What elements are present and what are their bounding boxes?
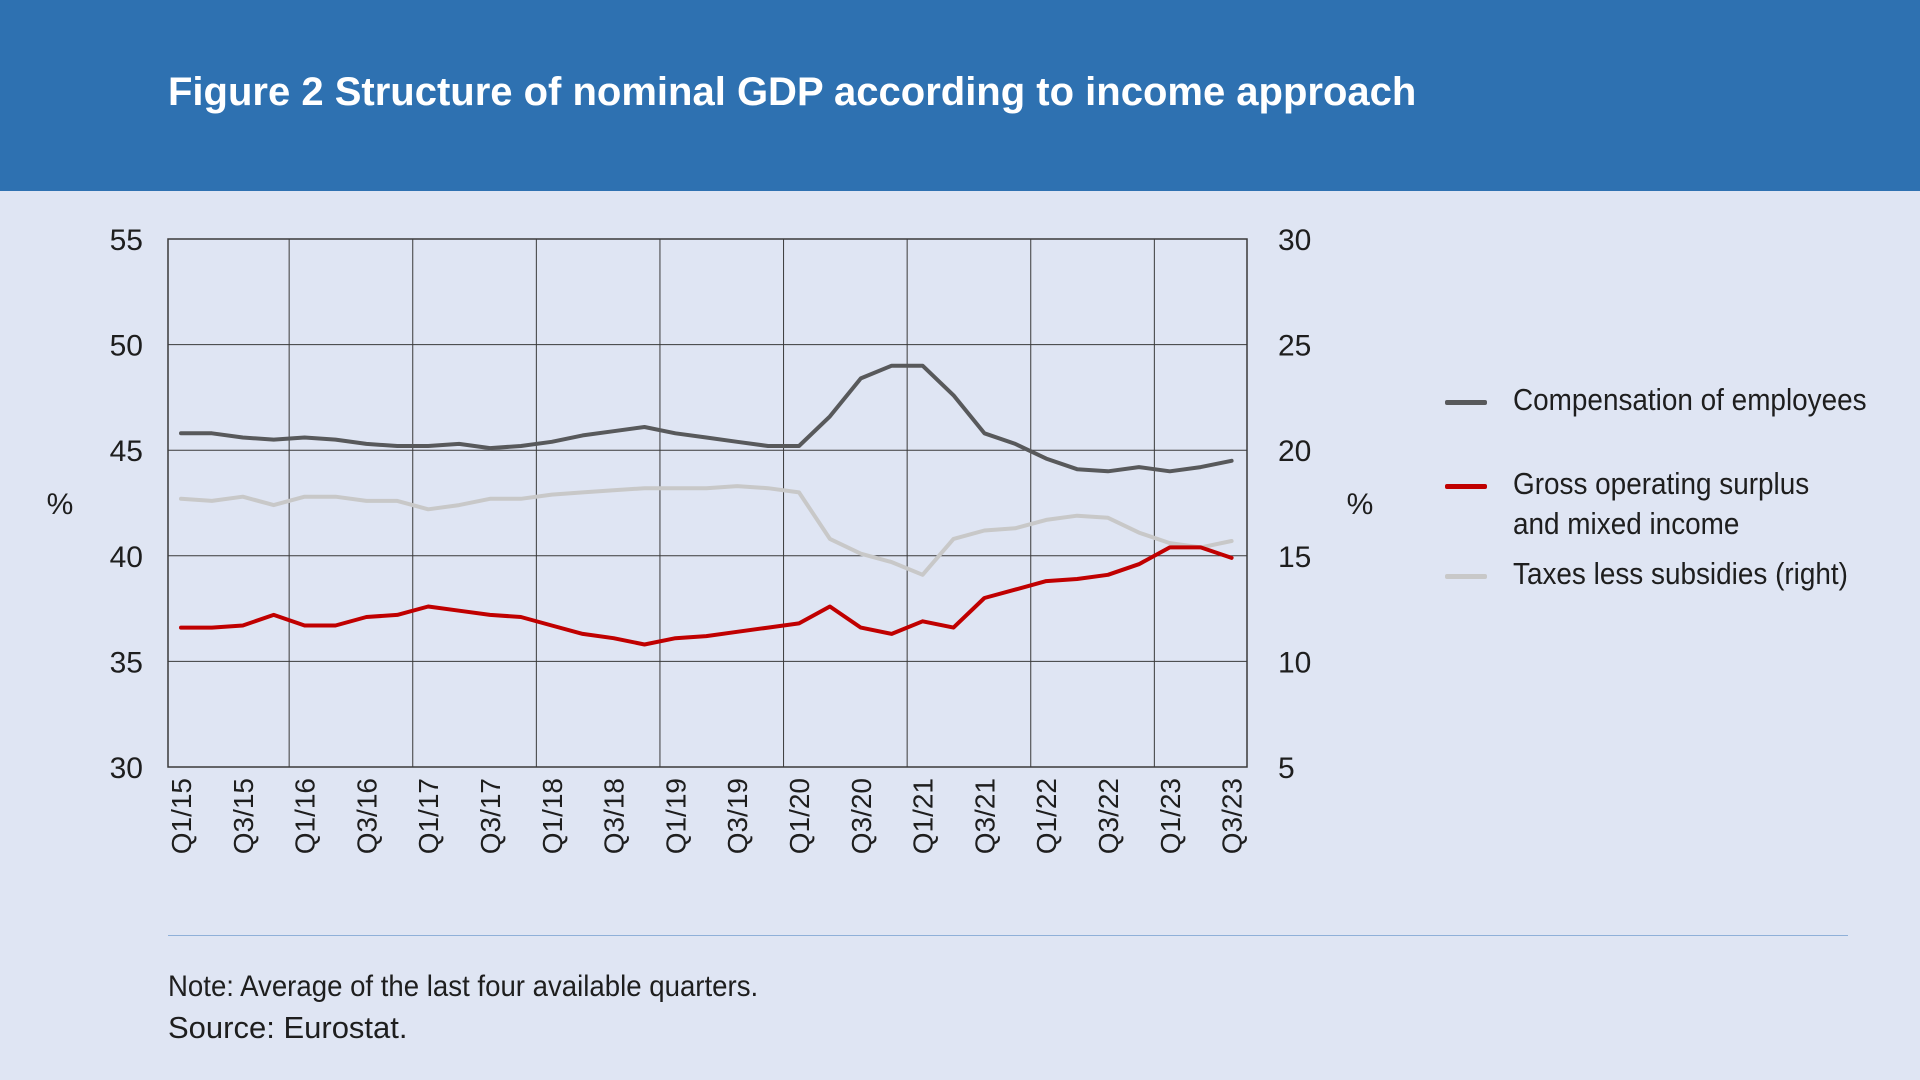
x-tick-label: Q3/17 xyxy=(475,778,506,854)
y-tick-label-left: 45 xyxy=(110,435,143,468)
y-axis-label-left: % xyxy=(47,488,74,521)
x-tick-label: Q1/21 xyxy=(908,778,939,854)
x-tick-label: Q3/22 xyxy=(1093,778,1124,854)
y-tick-label-left: 40 xyxy=(110,541,143,574)
x-tick-label: Q1/22 xyxy=(1031,778,1062,854)
x-tick-label: Q3/16 xyxy=(351,778,382,854)
x-tick-label: Q1/23 xyxy=(1155,778,1186,854)
y-tick-label-left: 30 xyxy=(110,752,143,785)
footer-divider xyxy=(168,935,1848,936)
x-tick-label: Q1/20 xyxy=(784,778,815,854)
footer-note: Note: Average of the last four available… xyxy=(168,970,759,1003)
x-tick-label: Q1/19 xyxy=(660,778,691,854)
x-tick-label: Q1/15 xyxy=(166,778,197,854)
plot-frame xyxy=(167,238,1248,768)
legend-label-gross-operating-surplus-line1: Gross operating surplus xyxy=(1513,466,1810,501)
x-tick-label: Q3/19 xyxy=(722,778,753,854)
x-tick-label: Q3/18 xyxy=(599,778,630,854)
x-tick-label: Q3/15 xyxy=(228,778,259,854)
series-line-gross-operating-surplus-and-mixed-income xyxy=(179,545,1234,647)
y-tick-label-right: 20 xyxy=(1278,435,1311,468)
series-line-compensation-of-employees xyxy=(179,363,1234,474)
legend-label-taxes: Taxes less subsidies (right) xyxy=(1513,556,1848,591)
y-tick-label-right: 25 xyxy=(1278,330,1311,363)
plot-area xyxy=(168,239,1247,767)
y-tick-label-right: 30 xyxy=(1278,224,1311,257)
chart-title: Figure 2 Structure of nominal GDP accord… xyxy=(168,70,1417,114)
y-tick-label-left: 55 xyxy=(110,224,143,257)
legend-label-gross-operating-surplus-line2: and mixed income xyxy=(1513,506,1740,541)
legend-label-compensation: Compensation of employees xyxy=(1513,382,1867,417)
legend-swatch-compensation xyxy=(1445,400,1487,405)
x-tick-label: Q1/18 xyxy=(537,778,568,854)
y-tick-label-right: 15 xyxy=(1278,541,1311,574)
y-tick-label-right: 10 xyxy=(1278,646,1311,679)
legend-swatch-taxes xyxy=(1445,574,1487,579)
header-banner: Figure 2 Structure of nominal GDP accord… xyxy=(0,0,1920,191)
legend-swatch-gross-operating-surplus xyxy=(1445,484,1487,489)
x-tick-label: Q3/23 xyxy=(1217,778,1248,854)
y-axis-label-right: % xyxy=(1347,488,1374,521)
y-tick-label-left: 35 xyxy=(110,646,143,679)
footer-source: Source: Eurostat. xyxy=(168,1010,408,1045)
x-tick-label: Q1/17 xyxy=(413,778,444,854)
x-tick-label: Q3/20 xyxy=(846,778,877,854)
x-tick-label: Q3/21 xyxy=(969,778,1000,854)
series-line-taxes-less-subsidies-right xyxy=(179,484,1234,577)
y-tick-label-left: 50 xyxy=(110,330,143,363)
y-tick-label-right: 5 xyxy=(1278,752,1295,785)
x-tick-label: Q1/16 xyxy=(290,778,321,854)
